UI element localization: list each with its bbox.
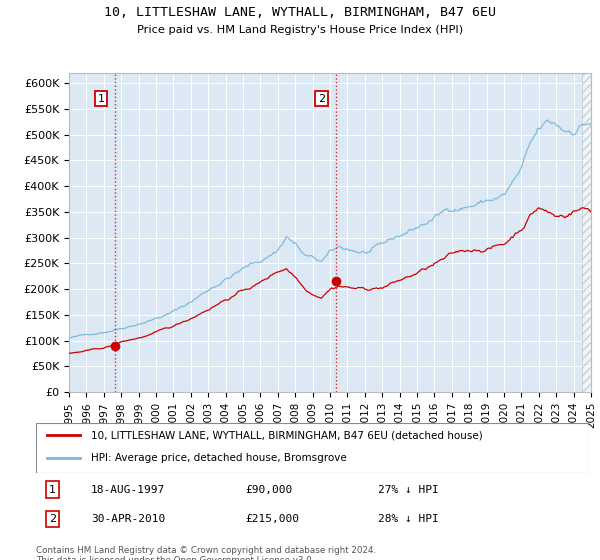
Text: 10, LITTLESHAW LANE, WYTHALL, BIRMINGHAM, B47 6EU (detached house): 10, LITTLESHAW LANE, WYTHALL, BIRMINGHAM… xyxy=(91,431,483,440)
Text: HPI: Average price, detached house, Bromsgrove: HPI: Average price, detached house, Brom… xyxy=(91,453,347,463)
Text: Price paid vs. HM Land Registry's House Price Index (HPI): Price paid vs. HM Land Registry's House … xyxy=(137,25,463,35)
Text: 2: 2 xyxy=(49,514,56,524)
Text: 10, LITTLESHAW LANE, WYTHALL, BIRMINGHAM, B47 6EU: 10, LITTLESHAW LANE, WYTHALL, BIRMINGHAM… xyxy=(104,6,496,18)
Text: Contains HM Land Registry data © Crown copyright and database right 2024.
This d: Contains HM Land Registry data © Crown c… xyxy=(36,546,376,560)
Text: 27% ↓ HPI: 27% ↓ HPI xyxy=(378,484,439,494)
FancyBboxPatch shape xyxy=(36,423,588,473)
Text: 28% ↓ HPI: 28% ↓ HPI xyxy=(378,514,439,524)
Text: £215,000: £215,000 xyxy=(246,514,300,524)
Text: 1: 1 xyxy=(49,484,56,494)
Text: 18-AUG-1997: 18-AUG-1997 xyxy=(91,484,166,494)
Text: 2: 2 xyxy=(318,94,325,104)
Text: £90,000: £90,000 xyxy=(246,484,293,494)
Bar xyxy=(582,73,591,392)
Text: 1: 1 xyxy=(97,94,104,104)
Text: 30-APR-2010: 30-APR-2010 xyxy=(91,514,166,524)
